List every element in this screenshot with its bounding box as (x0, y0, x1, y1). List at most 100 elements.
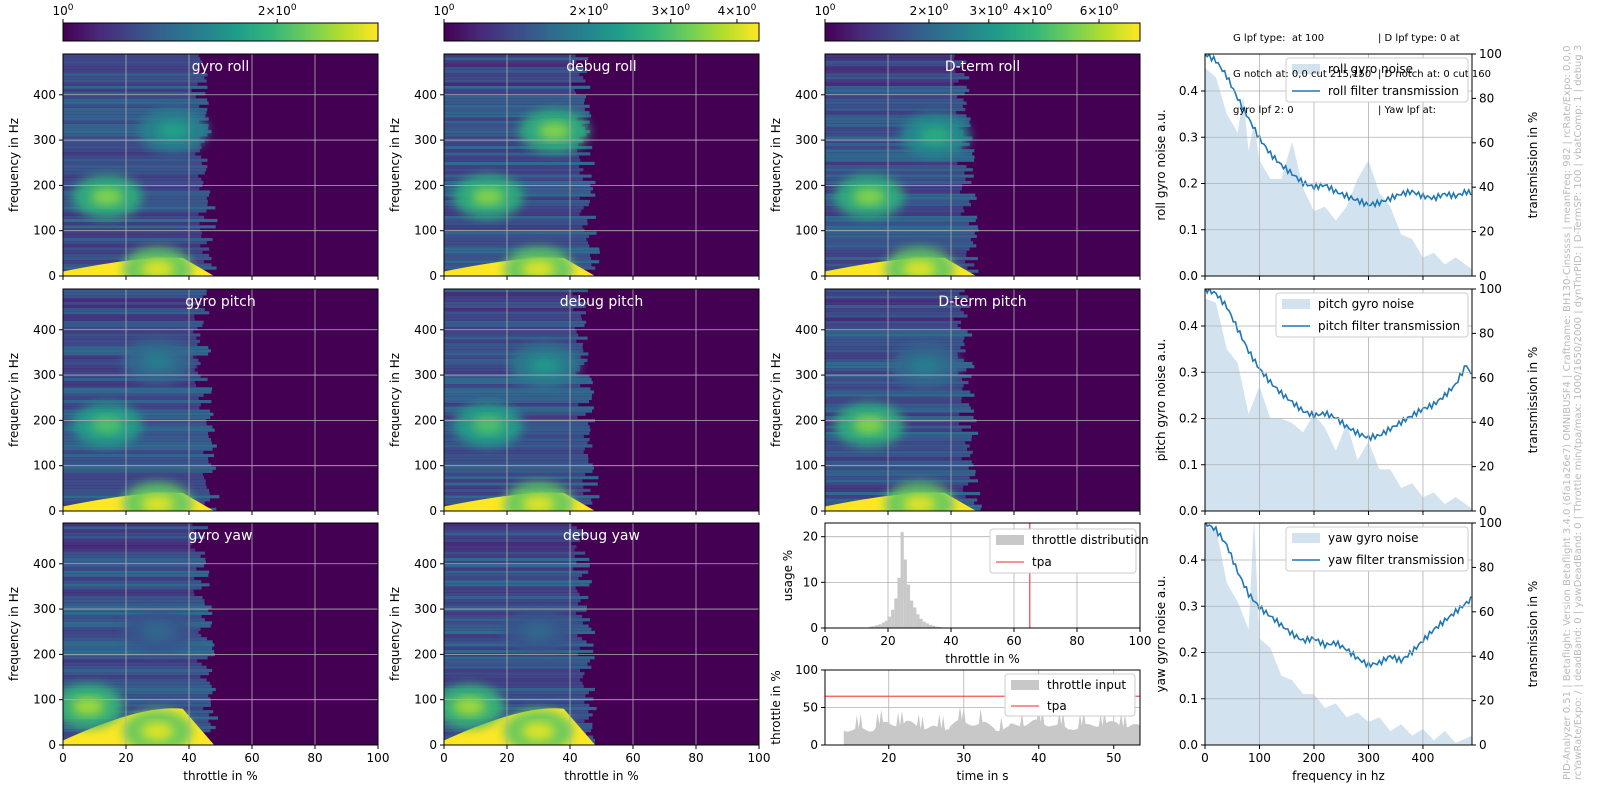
x-tick-label: 0 (440, 751, 448, 765)
legend-swatch (1292, 64, 1320, 74)
heatmap-band (444, 649, 594, 654)
heatmap-band (444, 155, 580, 159)
heatmap-band (63, 567, 197, 571)
y-tick-label: 0 (48, 269, 56, 283)
heatmap-band (63, 706, 204, 711)
noise-area (1205, 298, 1472, 511)
heatmap-band (63, 218, 218, 223)
x-tick-label: 100 (1129, 634, 1152, 648)
y-tick-label: 300 (33, 368, 56, 382)
heatmap-band (63, 228, 201, 232)
heatmap-band (63, 453, 215, 458)
heatmap-band (825, 180, 972, 185)
heatmap-band (63, 532, 201, 536)
y-axis-label: frequency in Hz (7, 118, 21, 212)
heatmap-band (63, 400, 212, 404)
heatmap-band (63, 390, 212, 394)
x-axis-label: throttle in % (945, 652, 1019, 666)
heatmap-band (63, 710, 214, 714)
heatmap-band (825, 447, 967, 451)
heatmap-band (825, 88, 970, 93)
heatmap-band (63, 554, 201, 558)
y-tick-label: 0.2 (1179, 177, 1198, 191)
heatmap-band (63, 237, 213, 242)
heatmap-band (825, 69, 956, 74)
axes-frame (824, 522, 1141, 629)
heatmap-band (825, 101, 967, 105)
y2-tick-label: 0 (1479, 269, 1487, 283)
y2-tick-label: 20 (1479, 460, 1494, 474)
heatmap-band (63, 460, 209, 464)
heatmap-band (444, 161, 595, 165)
heatmap-band (444, 476, 599, 480)
heatmap-band (444, 168, 584, 172)
legend-label: throttle distribution (1032, 533, 1149, 547)
y2-axis-label: transmission in % (1526, 112, 1540, 219)
y-tick-label: 200 (33, 647, 56, 661)
heatmap-band (444, 583, 590, 587)
legend (1275, 292, 1469, 338)
heatmap-band (63, 409, 211, 413)
heatmap-band (444, 69, 588, 74)
noise-area (1205, 523, 1472, 745)
heatmap-band (444, 308, 574, 312)
heatmap-band (825, 393, 975, 397)
heatmap-band (825, 165, 967, 169)
analyzer-info-line2: rcYawRate/Expo: / | deadBand: 0 | yawDea… (1573, 44, 1584, 780)
heatmap-band (825, 237, 971, 242)
heatmap-band (825, 117, 971, 121)
x-tick-label: 20 (880, 634, 895, 648)
y-tick-label: 100 (33, 459, 56, 473)
heatmap-band (444, 60, 577, 64)
axes-frame (443, 53, 760, 277)
heatmap-band (825, 476, 970, 480)
heatmap-hotspot-core (472, 187, 505, 206)
y-tick-label: 200 (795, 413, 818, 427)
heatmap-band (825, 472, 976, 477)
colorbar-tick-label: 100 (52, 3, 73, 18)
filter-info-line: | D lpf type: 0 at (1378, 33, 1460, 44)
heatmap-band (825, 485, 964, 489)
heatmap-hotspot-core (91, 415, 124, 434)
heatmap-band (63, 529, 195, 533)
heatmap-band (444, 545, 577, 549)
heatmap-band (444, 336, 588, 340)
y-axis-label: yaw gyro noise a.u. (1154, 576, 1168, 693)
heatmap-band (63, 209, 207, 213)
panel-title: debug yaw (563, 528, 640, 544)
heatmap-band (825, 234, 977, 238)
x-tick-label: 20 (881, 751, 896, 765)
axes-frame (1204, 288, 1473, 512)
heatmap-band (63, 403, 201, 407)
heatmap-band (444, 681, 583, 685)
heatmap-band (825, 212, 961, 216)
heatmap-band (825, 409, 975, 413)
axes-frame (824, 669, 1141, 746)
heatmap-band (444, 222, 588, 226)
heatmap-band (825, 152, 973, 156)
axes-frame (443, 522, 760, 746)
heatmap-band (63, 538, 196, 543)
heatmap-band (444, 472, 586, 477)
heatmap-band (63, 611, 213, 615)
heatmap-band (825, 149, 975, 153)
heatmap-band (63, 73, 208, 77)
legend-label: roll filter transmission (1328, 84, 1459, 98)
colorbar (62, 22, 379, 42)
heatmap-band (444, 327, 575, 331)
histogram-bar (872, 626, 876, 628)
axes-frame (1204, 522, 1473, 746)
heatmap-hotspot-core (141, 352, 174, 371)
heatmap-band (63, 114, 206, 118)
heatmap-band (63, 136, 200, 140)
heatmap-band (63, 542, 193, 546)
heatmap-band (63, 573, 209, 577)
heatmap-band (63, 57, 201, 61)
heatmap-band (63, 665, 207, 669)
heatmap-hotspot-core (72, 697, 105, 716)
heatmap-band (444, 95, 587, 99)
filter-panel-yaw: 0 100 200 300 400 0.0 0.1 0.2 0.3 0.4 0 20 40 60 80 100… (1154, 516, 1540, 783)
heatmap-band (63, 406, 200, 410)
heatmap-band (444, 133, 587, 137)
legend-label: pitch filter transmission (1318, 319, 1460, 333)
